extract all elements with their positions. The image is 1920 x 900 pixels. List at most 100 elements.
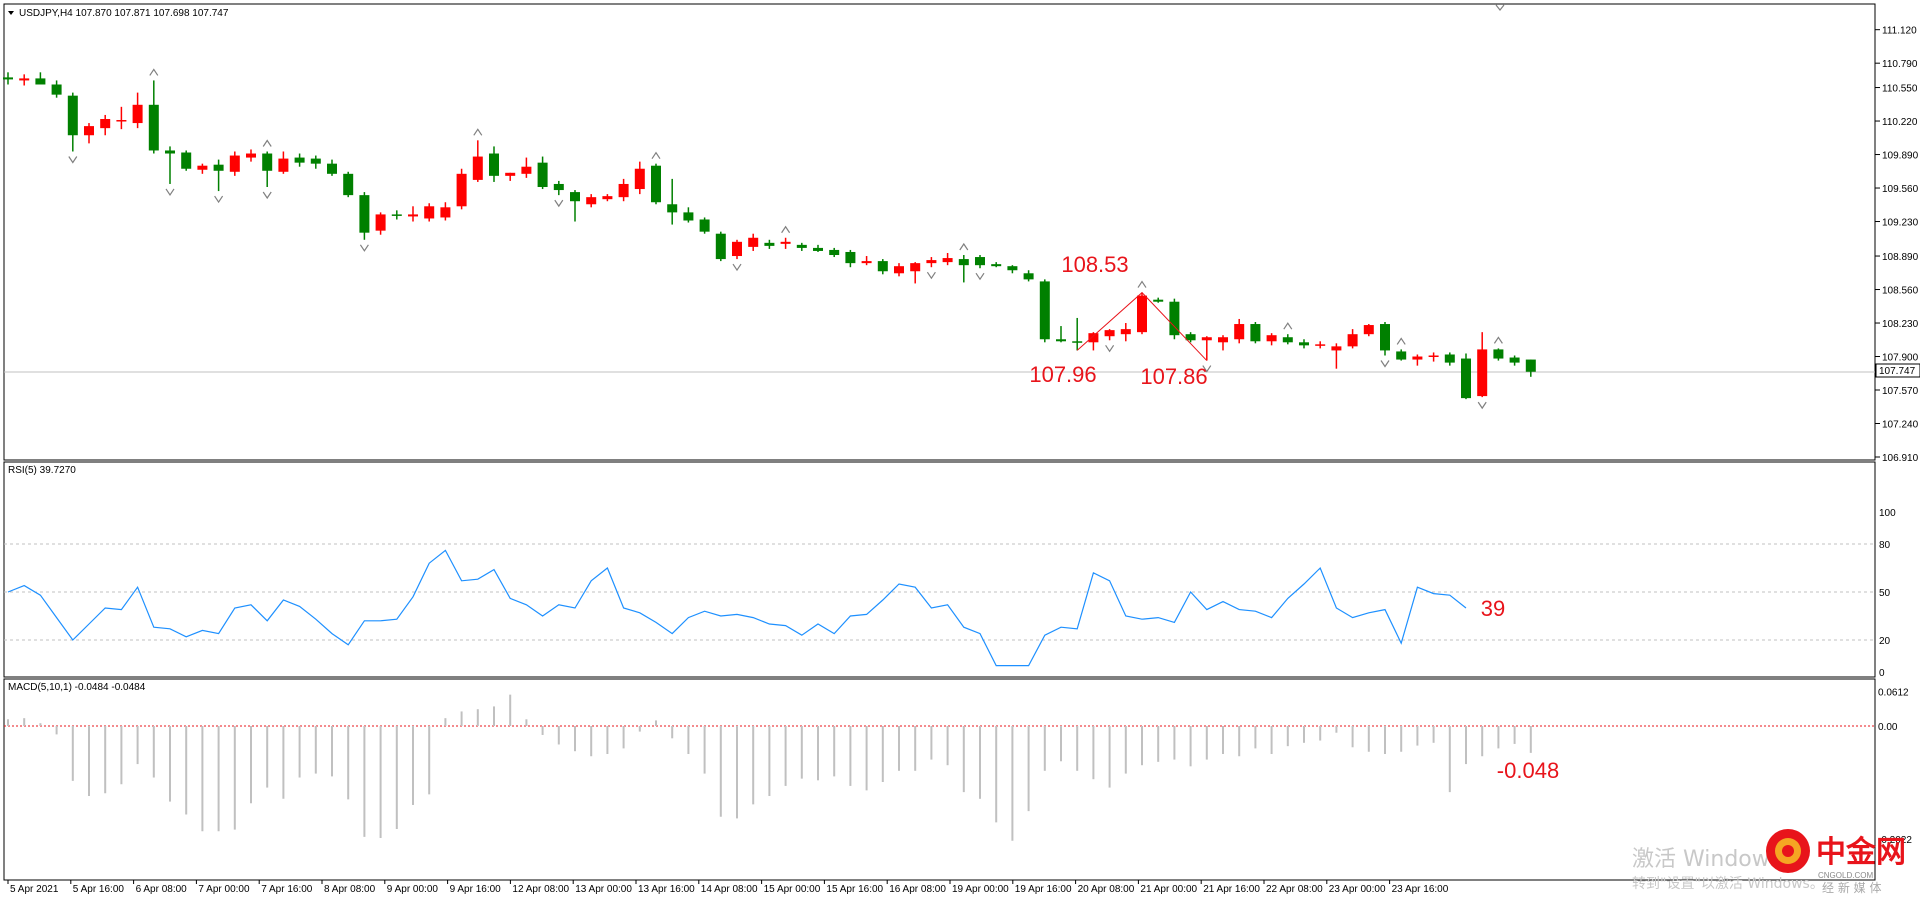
- candle: [1218, 335, 1228, 351]
- candle: [505, 172, 516, 181]
- candle: [1185, 332, 1196, 343]
- time-tick-label: 19 Apr 16:00: [1015, 884, 1072, 895]
- chevron-down-icon[interactable]: [8, 11, 14, 15]
- candle: [1412, 354, 1423, 366]
- price-tick-label: 110.550: [1882, 84, 1918, 95]
- candle: [975, 255, 985, 269]
- fractal-down-icon: [975, 272, 985, 281]
- brand-domain: CNGOLD.COM: [1818, 871, 1873, 880]
- candle: [489, 146, 499, 182]
- candle: [618, 178, 629, 202]
- time-tick-label: 21 Apr 16:00: [1203, 884, 1260, 895]
- candle: [764, 239, 775, 249]
- fractal-markers: [68, 4, 1505, 410]
- price-tick-label: 107.570: [1882, 386, 1919, 397]
- fractal-up-icon: [651, 151, 661, 159]
- fractal-up-icon: [781, 225, 791, 234]
- macd-tick-label: 0.00: [1878, 722, 1898, 733]
- candle: [877, 259, 888, 275]
- current-price-label: 107.747: [1879, 366, 1916, 377]
- time-tick-label: 15 Apr 16:00: [826, 884, 883, 895]
- price-tick-label: 106.910: [1882, 453, 1919, 464]
- price-panel[interactable]: [3, 3, 1876, 461]
- candle: [1039, 279, 1050, 343]
- candle: [35, 72, 46, 85]
- candle: [1169, 298, 1180, 340]
- time-tick-label: 7 Apr 00:00: [198, 884, 250, 895]
- candle: [229, 151, 240, 176]
- activate-windows-subtitle: 转到"设置"以激活 Windows。: [1632, 875, 1824, 892]
- candle: [116, 106, 127, 130]
- fractal-down-icon: [926, 271, 936, 280]
- price-tick-label: 107.240: [1882, 420, 1919, 431]
- candle: [1023, 270, 1034, 282]
- fractal-up-icon: [1396, 337, 1406, 345]
- candle: [391, 210, 402, 220]
- candle: [796, 242, 807, 251]
- fractal-up-icon: [149, 68, 159, 76]
- candle: [1137, 292, 1147, 335]
- candle: [1088, 332, 1099, 351]
- price-candles: [3, 72, 1536, 400]
- price-tick-label: 109.890: [1882, 151, 1919, 162]
- fractal-down-icon: [1105, 344, 1115, 353]
- time-tick-label: 5 Apr 2021: [10, 884, 59, 895]
- price-header: USDJPY,H4 107.870 107.871 107.698 107.74…: [8, 8, 229, 19]
- time-tick-label: 9 Apr 00:00: [387, 884, 439, 895]
- candle: [1056, 326, 1066, 343]
- macd-tick-label: 0.0612: [1878, 688, 1909, 699]
- time-tick-label: 23 Apr 00:00: [1329, 884, 1386, 895]
- fractal-down-icon: [1495, 4, 1505, 11]
- brand-name: 中金网: [1816, 835, 1906, 870]
- candle: [845, 249, 856, 268]
- fractal-down-icon: [1477, 401, 1487, 410]
- candle: [472, 140, 483, 182]
- candle: [197, 163, 208, 174]
- time-axis: 5 Apr 2021 5 Apr 16:00 6 Apr 08:00 7 Apr 00…: [7, 880, 1449, 895]
- candle: [634, 161, 645, 195]
- candle: [1444, 352, 1455, 366]
- price-tick-label: 110.220: [1882, 117, 1918, 128]
- candle: [278, 151, 289, 174]
- time-tick-label: 15 Apr 00:00: [764, 884, 821, 895]
- candle: [651, 163, 661, 205]
- activate-windows-title: 激活 Windows: [1632, 847, 1781, 872]
- price-tick-label: 109.560: [1882, 184, 1919, 195]
- candle: [327, 159, 337, 176]
- candle: [262, 151, 273, 188]
- candle: [3, 72, 13, 85]
- cngold-logo: 中金网 CNGOLD.COM 经 新 媒 体: [1766, 829, 1906, 895]
- fractal-down-icon: [262, 191, 272, 200]
- fractal-up-icon: [1137, 280, 1147, 288]
- candle: [699, 217, 710, 234]
- price-tick-label: 107.900: [1882, 353, 1919, 364]
- candle: [1282, 334, 1293, 345]
- candle: [1007, 265, 1018, 274]
- candle: [310, 155, 321, 169]
- price-tick-label: 108.890: [1882, 252, 1919, 263]
- rsi-tick-label: 50: [1879, 588, 1891, 599]
- candle: [1525, 359, 1536, 377]
- time-tick-label: 12 Apr 08:00: [512, 884, 569, 895]
- candle: [1331, 343, 1342, 369]
- candle: [132, 92, 143, 129]
- candle: [537, 156, 548, 190]
- candle: [1299, 339, 1309, 349]
- fractal-down-icon: [732, 263, 742, 272]
- rsi-tick-label: 20: [1879, 636, 1891, 647]
- rsi-panel[interactable]: [3, 461, 1876, 678]
- time-tick-label: 13 Apr 16:00: [638, 884, 695, 895]
- time-tick-label: 19 Apr 00:00: [952, 884, 1009, 895]
- price-tick-label: 108.560: [1882, 286, 1919, 297]
- candle: [910, 262, 921, 284]
- rsi-header-text: RSI(5) 39.7270: [8, 465, 76, 476]
- candle: [829, 247, 840, 258]
- candle: [1250, 322, 1261, 344]
- candle: [1072, 317, 1083, 351]
- time-tick-label: 14 Apr 08:00: [701, 884, 758, 895]
- candle: [213, 159, 224, 192]
- candle: [408, 206, 418, 222]
- macd-panel[interactable]: [3, 678, 1876, 881]
- candle: [1104, 329, 1115, 341]
